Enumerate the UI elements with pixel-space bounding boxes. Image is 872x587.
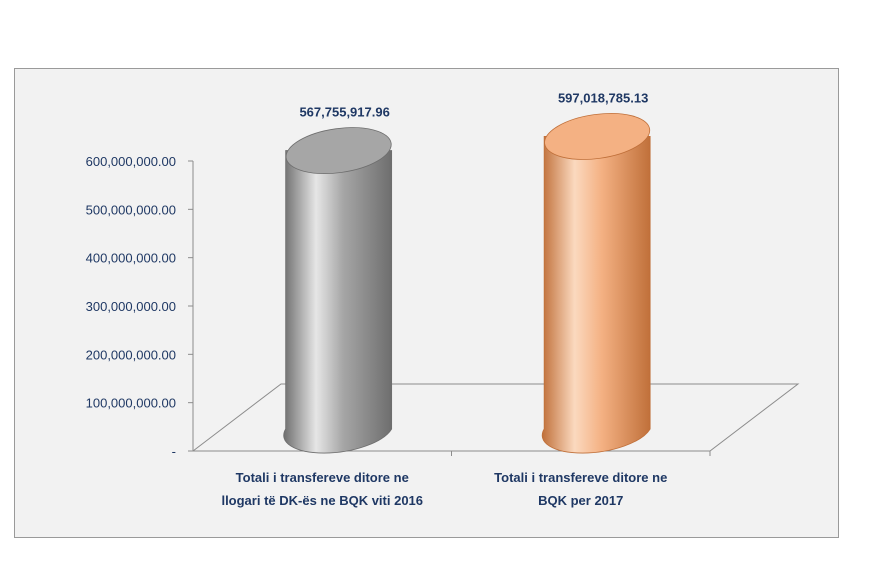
y-tick-label: 100,000,000.00 [86,396,176,411]
chart-floor [191,383,800,452]
y-tick-label: 500,000,000.00 [86,202,176,217]
x-category-label: Totali i transfereve ditore ne [494,470,667,485]
bar-body [283,150,393,454]
x-category-label: Totali i transfereve ditore ne [236,470,409,485]
bar [283,127,393,454]
chart-area [14,68,839,538]
y-tick-label: 400,000,000.00 [86,251,176,266]
y-tick-label: 300,000,000.00 [86,299,176,314]
bar-body [541,136,651,454]
bar-top [544,113,651,160]
bar-top [285,127,392,174]
data-label: 567,755,917.96 [299,105,389,120]
y-tick-label: 200,000,000.00 [86,347,176,362]
y-tick-label: - [172,444,176,459]
data-label: 597,018,785.13 [558,90,648,105]
x-category-label: BQK per 2017 [538,493,623,508]
x-category-label: llogari të DK-ës ne BQK viti 2016 [221,493,423,508]
y-tick-label: 600,000,000.00 [86,154,176,169]
bar [541,113,651,454]
